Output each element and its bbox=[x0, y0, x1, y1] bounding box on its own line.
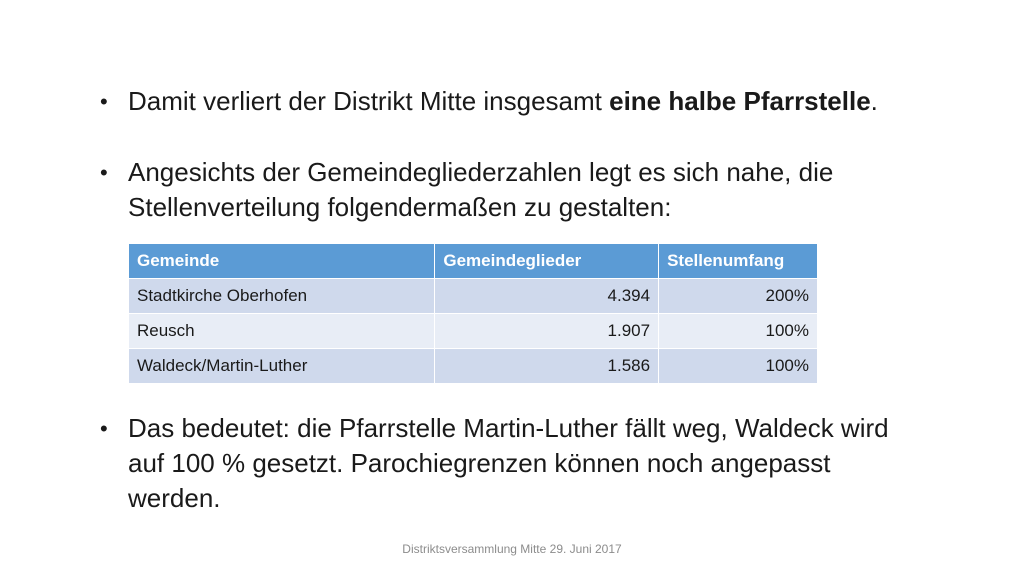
bullet-3: • Das bedeutet: die Pfarrstelle Martin-L… bbox=[100, 411, 920, 516]
cell-gemeindeglieder: 4.394 bbox=[434, 278, 660, 314]
cell-stellenumfang: 200% bbox=[658, 278, 818, 314]
slide-footer: Distriktsversammlung Mitte 29. Juni 2017 bbox=[402, 542, 622, 556]
stellen-table: Gemeinde Gemeindeglieder Stellenumfang S… bbox=[127, 243, 818, 384]
bullet-1-text: Damit verliert der Distrikt Mitte insges… bbox=[128, 86, 878, 116]
cell-gemeinde: Waldeck/Martin-Luther bbox=[127, 348, 436, 384]
cell-stellenumfang: 100% bbox=[658, 313, 818, 349]
bullet-1-emphasis: eine halbe Pfarrstelle bbox=[609, 86, 871, 116]
table-row: Waldeck/Martin-Luther 1.586 100% bbox=[127, 348, 818, 384]
header-gemeinde: Gemeinde bbox=[127, 243, 436, 279]
bullet-2-text: Angesichts der Gemeindegliederzahlen leg… bbox=[128, 157, 834, 222]
bullet-2: • Angesichts der Gemeindegliederzahlen l… bbox=[100, 155, 920, 225]
table-header-row: Gemeinde Gemeindeglieder Stellenumfang bbox=[127, 243, 818, 279]
bullet-dot: • bbox=[100, 89, 108, 114]
cell-gemeindeglieder: 1.907 bbox=[434, 313, 660, 349]
bullet-dot: • bbox=[100, 416, 108, 441]
bullet-3-text: Das bedeutet: die Pfarrstelle Martin-Lut… bbox=[128, 413, 889, 513]
bullet-dot: • bbox=[100, 160, 108, 185]
table-row: Stadtkirche Oberhofen 4.394 200% bbox=[127, 278, 818, 314]
cell-stellenumfang: 100% bbox=[658, 348, 818, 384]
table-row: Reusch 1.907 100% bbox=[127, 313, 818, 349]
header-gemeindeglieder: Gemeindeglieder bbox=[434, 243, 660, 279]
cell-gemeindeglieder: 1.586 bbox=[434, 348, 660, 384]
cell-gemeinde: Reusch bbox=[127, 313, 436, 349]
header-stellenumfang: Stellenumfang bbox=[658, 243, 818, 279]
bullet-1: • Damit verliert der Distrikt Mitte insg… bbox=[100, 84, 920, 119]
cell-gemeinde: Stadtkirche Oberhofen bbox=[127, 278, 436, 314]
